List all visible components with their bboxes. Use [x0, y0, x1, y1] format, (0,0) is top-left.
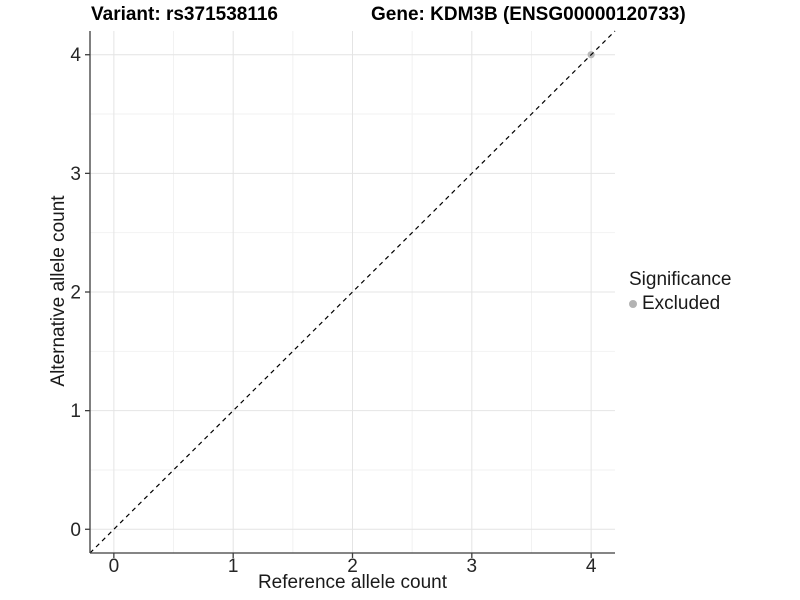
x-tick-label: 0 [109, 556, 120, 577]
x-tick-label: 2 [347, 556, 358, 577]
y-tick-label: 2 [70, 283, 81, 304]
y-axis-title: Alternative allele count [48, 195, 69, 387]
legend-point-icon [629, 300, 637, 308]
legend: Significance Excluded [629, 269, 731, 315]
x-tick-label: 4 [586, 556, 597, 577]
plot-title-variant: Variant: rs371538116 [91, 4, 278, 25]
identity-line [89, 30, 616, 554]
x-tick-label: 3 [467, 556, 478, 577]
legend-item-label: Excluded [642, 293, 721, 314]
y-tick-label: 4 [70, 45, 81, 66]
y-tick-label: 0 [70, 520, 81, 541]
legend-items: Excluded [629, 293, 731, 315]
y-tick-label: 1 [70, 401, 81, 422]
plot-title-gene: Gene: KDM3B (ENSG00000120733) [371, 4, 686, 25]
y-tick-label: 3 [70, 164, 81, 185]
x-tick-label: 1 [228, 556, 239, 577]
x-axis-title: Reference allele count [257, 572, 448, 593]
legend-item: Excluded [629, 293, 731, 315]
legend-title: Significance [629, 269, 732, 290]
